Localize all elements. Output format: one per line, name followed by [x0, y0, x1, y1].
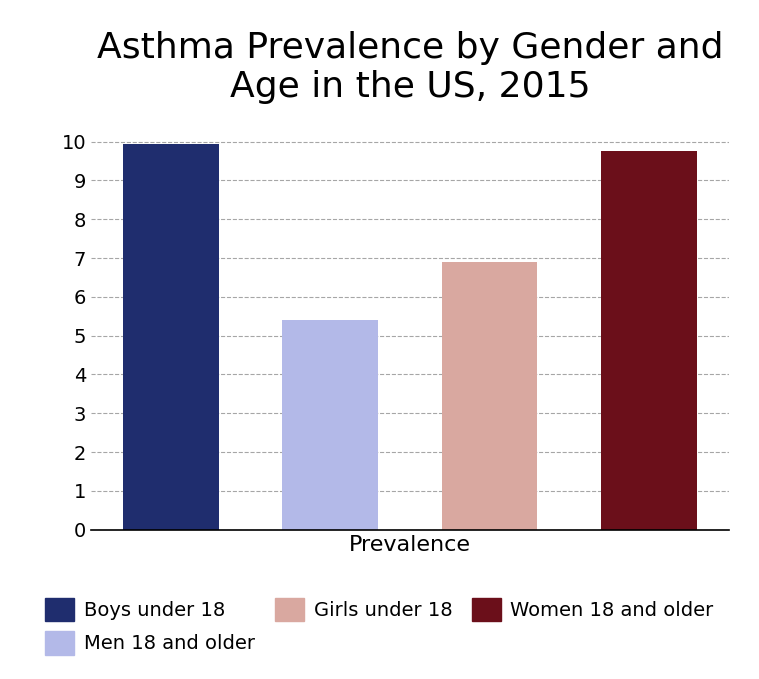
X-axis label: Prevalence: Prevalence: [349, 535, 471, 555]
Bar: [601, 151, 697, 530]
Bar: [282, 320, 378, 530]
Bar: [123, 143, 219, 530]
Legend: Boys under 18, Men 18 and older, Girls under 18, Women 18 and older: Boys under 18, Men 18 and older, Girls u…: [37, 590, 722, 663]
Title: Asthma Prevalence by Gender and
Age in the US, 2015: Asthma Prevalence by Gender and Age in t…: [96, 31, 723, 104]
Bar: [442, 262, 537, 530]
